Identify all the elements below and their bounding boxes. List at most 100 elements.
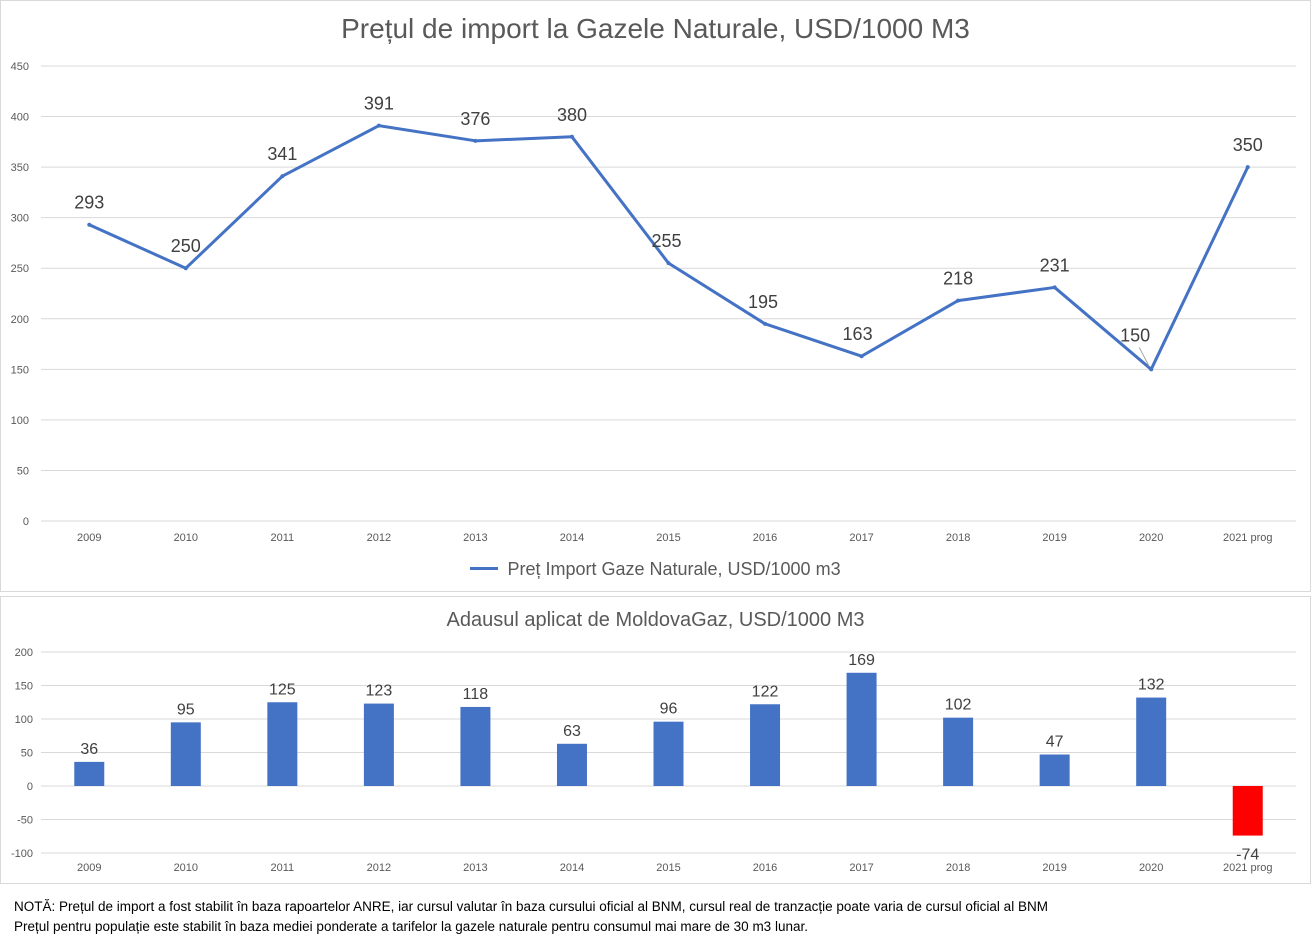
x-tick-label: 2017 <box>849 862 873 874</box>
x-tick-label: 2015 <box>656 532 680 544</box>
x-tick-label: 2011 <box>271 532 295 544</box>
data-label: 118 <box>463 686 489 703</box>
x-tick-label: 2013 <box>463 532 487 544</box>
data-label: 150 <box>1120 325 1150 345</box>
data-label: 380 <box>557 105 587 125</box>
data-label: 96 <box>660 701 678 718</box>
data-label: 250 <box>171 236 201 256</box>
notes: NOTĂ: Prețul de import a fost stabilit î… <box>14 897 1048 937</box>
data-label: 163 <box>843 324 873 344</box>
y-tick-label: 400 <box>11 112 29 124</box>
x-tick-label: 2021 prog <box>1223 862 1273 874</box>
y-tick-label: 100 <box>11 415 29 427</box>
x-tick-label: 2018 <box>946 862 970 874</box>
bar <box>170 722 201 786</box>
data-point <box>1245 165 1250 170</box>
data-label: 122 <box>752 683 779 700</box>
legend-line-swatch <box>470 566 499 570</box>
data-point <box>956 298 961 303</box>
data-label: 350 <box>1233 135 1263 155</box>
data-label: 169 <box>848 652 875 669</box>
y-tick-label: -50 <box>17 815 33 827</box>
note-line-2: Prețul pentru populație este stabilit în… <box>14 919 808 934</box>
x-tick-label: 2020 <box>1139 532 1163 544</box>
bar <box>653 721 684 786</box>
y-tick-label: 350 <box>11 162 29 174</box>
data-label: 195 <box>748 292 778 312</box>
data-point <box>859 354 864 359</box>
bar <box>267 702 298 786</box>
data-label: 63 <box>563 723 581 740</box>
data-label: 341 <box>267 144 297 164</box>
x-tick-label: 2014 <box>560 862 584 874</box>
y-tick-label: 250 <box>11 263 29 275</box>
x-tick-label: 2020 <box>1139 862 1163 874</box>
y-tick-label: 200 <box>11 314 29 326</box>
data-label: 36 <box>80 741 98 758</box>
line-chart-legend: Preț Import Gaze Naturale, USD/1000 m3 <box>1 559 1310 580</box>
legend-label: Preț Import Gaze Naturale, USD/1000 m3 <box>507 559 841 579</box>
bar <box>846 672 877 786</box>
y-tick-label: 300 <box>11 213 29 225</box>
y-tick-label: 100 <box>15 714 33 726</box>
bar-chart: -100 -50 0 50 100 150 200 2009 2010 2011 2012 2013 2… <box>11 647 1296 874</box>
line-chart-panel: Prețul de import la Gazele Naturale, USD… <box>0 0 1311 592</box>
y-tick-label: 150 <box>15 681 33 693</box>
bar <box>943 717 974 786</box>
leader-line <box>1138 347 1150 367</box>
x-tick-label: 2016 <box>753 532 777 544</box>
line-chart: 0 50 100 150 200 250 300 350 400 450 2009 2010 2011 2… <box>11 61 1296 544</box>
y-tick-label: 50 <box>21 748 33 760</box>
x-tick-label: 2010 <box>174 532 198 544</box>
y-tick-label: 200 <box>15 647 33 659</box>
x-tick-label: 2017 <box>849 532 873 544</box>
data-label: -74 <box>1236 847 1259 864</box>
x-tick-label: 2019 <box>1042 862 1066 874</box>
y-tick-label: 0 <box>27 781 33 793</box>
x-tick-label: 2018 <box>946 532 970 544</box>
data-point <box>569 134 574 139</box>
data-point <box>280 174 285 179</box>
x-tick-label: 2010 <box>174 862 198 874</box>
x-tick-label: 2019 <box>1042 532 1066 544</box>
x-tick-label: 2021 prog <box>1223 532 1273 544</box>
y-tick-label: 50 <box>17 465 29 477</box>
x-tick-label: 2012 <box>367 532 391 544</box>
data-label: 123 <box>366 683 393 700</box>
data-point <box>183 266 188 271</box>
x-tick-label: 2012 <box>367 862 391 874</box>
data-label: 102 <box>945 697 972 714</box>
bar <box>750 704 781 786</box>
y-tick-label: 0 <box>23 516 29 528</box>
bar <box>1039 754 1070 786</box>
data-label: 47 <box>1046 734 1064 751</box>
data-label: 255 <box>651 231 681 251</box>
data-label: 293 <box>74 193 104 213</box>
data-point <box>376 123 381 128</box>
data-point <box>763 321 768 326</box>
y-tick-label: -100 <box>11 848 33 860</box>
data-label: 391 <box>364 94 394 114</box>
bar <box>1232 786 1263 836</box>
data-label: 376 <box>460 109 490 129</box>
line-chart-title: Prețul de import la Gazele Naturale, USD… <box>341 13 970 44</box>
x-tick-label: 2009 <box>77 532 101 544</box>
x-tick-label: 2014 <box>560 532 584 544</box>
data-label: 125 <box>269 681 296 698</box>
y-tick-label: 450 <box>11 61 29 73</box>
x-tick-label: 2011 <box>271 862 295 874</box>
x-tick-label: 2013 <box>463 862 487 874</box>
note-line-1: NOTĂ: Prețul de import a fost stabilit î… <box>14 899 1048 914</box>
data-point <box>1149 367 1154 372</box>
bar <box>363 703 394 786</box>
bar <box>74 761 105 786</box>
x-tick-label: 2009 <box>77 862 101 874</box>
data-point <box>666 261 671 266</box>
data-label: 231 <box>1040 255 1070 275</box>
data-point <box>1052 285 1057 290</box>
data-point <box>87 222 92 227</box>
data-label: 95 <box>177 701 195 718</box>
x-tick-label: 2016 <box>753 862 777 874</box>
data-label: 218 <box>943 269 973 289</box>
bar <box>556 743 587 786</box>
